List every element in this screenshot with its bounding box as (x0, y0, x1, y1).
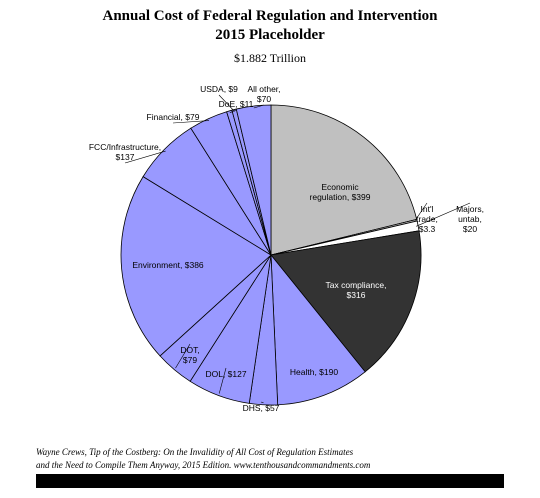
leader-line-fcc (124, 150, 166, 164)
slice-label-economic: Economic regulation, $399 (310, 182, 371, 202)
pie-slices (120, 104, 422, 406)
leader-line-usda (218, 94, 235, 112)
leader-line-intl (414, 202, 428, 221)
source-line-2: and the Need to Compile Them Anyway, 201… (36, 460, 371, 470)
pie-slice-13 (235, 104, 272, 256)
slice-label-majors: Majors, untab, $20 (456, 204, 484, 234)
leader-line-allother (253, 104, 265, 109)
chart-total: $1.882 Trillion (233, 51, 307, 65)
pie-slice-0 (270, 104, 418, 256)
chart-title-line-1: Annual Cost of Federal Regulation and In… (102, 8, 438, 24)
slice-label-tax: Tax compliance, $316 (326, 280, 387, 300)
leader-line-doe (229, 109, 237, 114)
pie-slice-8 (120, 176, 272, 357)
leader-line-financial (172, 120, 210, 124)
slice-label-allother: All other, $70 (247, 84, 280, 104)
footer-bar (36, 474, 504, 488)
slice-label-usda: USDA, $9 (200, 84, 238, 94)
pie-slice-4 (270, 253, 366, 406)
slice-label-fcc: FCC/Infrastructure, $137 (89, 142, 161, 162)
source-line-1: Wayne Crews, Tip of the Costberg: On the… (36, 447, 354, 457)
slice-label-financial: Financial, $79 (147, 112, 200, 122)
slice-label-dot: DOT, $79 (180, 345, 199, 365)
leader-line-majors (416, 202, 471, 227)
leader-line-dol (218, 367, 227, 394)
slice-label-environment: Environment, $386 (132, 260, 204, 270)
leader-line-dhs (260, 401, 264, 404)
leader-lines (124, 94, 471, 404)
slice-label-health: Health, $190 (290, 367, 338, 377)
pie-chart: Economic regulation, $399 Int'l trade, $3.3 M… (89, 84, 484, 413)
slice-label-dhs: DHS, $57 (243, 403, 280, 413)
slice-label-dol: DOL, $127 (205, 369, 246, 379)
slice-label-doe: DoE, $11 (219, 99, 254, 109)
slice-labels: Economic regulation, $399 Int'l trade, $3.3 M… (89, 84, 484, 413)
chart-title-line-2: 2015 Placeholder (215, 27, 325, 43)
pie-slice-3 (270, 230, 422, 373)
leader-line-dot (175, 343, 191, 369)
slice-label-intl: Int'l trade, $3.3 (416, 204, 438, 234)
